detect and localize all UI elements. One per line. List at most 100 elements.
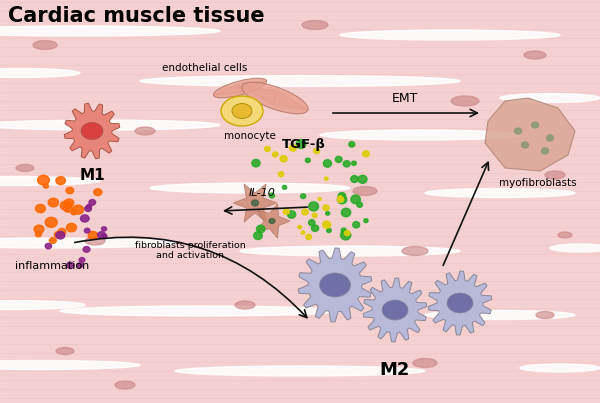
Ellipse shape — [38, 175, 49, 185]
Ellipse shape — [337, 197, 344, 202]
Ellipse shape — [214, 78, 266, 98]
Ellipse shape — [280, 156, 287, 162]
Ellipse shape — [240, 246, 460, 256]
Ellipse shape — [353, 187, 377, 195]
Ellipse shape — [338, 193, 346, 199]
Ellipse shape — [289, 145, 296, 151]
Ellipse shape — [83, 247, 90, 252]
Ellipse shape — [269, 193, 275, 198]
Ellipse shape — [101, 234, 107, 239]
Text: M2: M2 — [380, 361, 410, 379]
Ellipse shape — [66, 187, 74, 194]
Ellipse shape — [323, 160, 332, 167]
Ellipse shape — [56, 177, 65, 185]
Ellipse shape — [272, 152, 278, 157]
Ellipse shape — [358, 175, 367, 183]
Ellipse shape — [325, 177, 328, 180]
Ellipse shape — [344, 231, 350, 236]
Ellipse shape — [265, 146, 270, 152]
Ellipse shape — [85, 237, 105, 245]
Ellipse shape — [269, 218, 275, 224]
Ellipse shape — [326, 229, 331, 233]
Ellipse shape — [536, 312, 554, 318]
Ellipse shape — [532, 122, 539, 128]
FancyArrowPatch shape — [75, 237, 307, 318]
Ellipse shape — [235, 301, 255, 309]
Ellipse shape — [308, 220, 315, 226]
Ellipse shape — [323, 205, 329, 210]
Ellipse shape — [45, 243, 52, 249]
Ellipse shape — [353, 222, 359, 228]
Ellipse shape — [340, 30, 560, 40]
Ellipse shape — [558, 232, 572, 238]
Ellipse shape — [278, 172, 284, 177]
Ellipse shape — [320, 130, 520, 140]
Ellipse shape — [254, 232, 262, 239]
Ellipse shape — [547, 135, 554, 141]
Ellipse shape — [311, 225, 319, 231]
Polygon shape — [485, 98, 575, 171]
Text: monocyte: monocyte — [224, 131, 276, 141]
Ellipse shape — [0, 26, 220, 36]
Ellipse shape — [34, 225, 44, 233]
Polygon shape — [272, 91, 308, 110]
Text: TGF-β: TGF-β — [282, 138, 326, 151]
Ellipse shape — [16, 164, 34, 172]
Ellipse shape — [98, 232, 106, 238]
Ellipse shape — [0, 69, 80, 77]
Polygon shape — [64, 103, 120, 159]
Text: myofibroblasts: myofibroblasts — [499, 178, 577, 188]
Ellipse shape — [306, 235, 311, 239]
Ellipse shape — [242, 82, 308, 114]
Ellipse shape — [79, 258, 85, 262]
Ellipse shape — [86, 204, 92, 209]
Ellipse shape — [150, 183, 350, 193]
Ellipse shape — [221, 96, 263, 126]
Polygon shape — [298, 248, 372, 322]
Polygon shape — [233, 184, 277, 222]
Ellipse shape — [301, 231, 305, 234]
Ellipse shape — [352, 161, 356, 165]
Ellipse shape — [43, 184, 49, 188]
Ellipse shape — [545, 171, 565, 179]
Ellipse shape — [382, 300, 408, 320]
Ellipse shape — [56, 231, 65, 239]
Ellipse shape — [89, 199, 95, 205]
Ellipse shape — [64, 205, 73, 212]
Ellipse shape — [515, 128, 521, 134]
Ellipse shape — [71, 211, 76, 215]
Ellipse shape — [58, 229, 66, 235]
Ellipse shape — [0, 301, 85, 310]
Ellipse shape — [115, 381, 135, 389]
Text: M1: M1 — [79, 168, 105, 183]
Ellipse shape — [0, 238, 175, 248]
Ellipse shape — [451, 96, 479, 106]
Ellipse shape — [308, 202, 319, 211]
Ellipse shape — [252, 160, 260, 167]
Ellipse shape — [296, 139, 306, 148]
Ellipse shape — [81, 123, 103, 139]
Ellipse shape — [232, 104, 252, 118]
Text: Cardiac muscle tissue: Cardiac muscle tissue — [8, 6, 265, 26]
Ellipse shape — [80, 215, 89, 222]
Ellipse shape — [337, 195, 347, 204]
Ellipse shape — [140, 75, 460, 87]
Ellipse shape — [135, 127, 155, 135]
Ellipse shape — [364, 219, 368, 222]
Ellipse shape — [338, 196, 343, 200]
Ellipse shape — [0, 361, 140, 370]
Text: endothelial cells: endothelial cells — [163, 63, 248, 73]
Ellipse shape — [350, 176, 358, 183]
Ellipse shape — [94, 189, 102, 195]
Ellipse shape — [283, 209, 289, 214]
Ellipse shape — [520, 364, 600, 372]
Text: fibroblasts proliferation
and activation: fibroblasts proliferation and activation — [134, 241, 245, 260]
Ellipse shape — [257, 225, 265, 233]
Ellipse shape — [305, 158, 310, 162]
Ellipse shape — [357, 202, 362, 207]
Ellipse shape — [302, 209, 308, 215]
Polygon shape — [239, 81, 266, 93]
Ellipse shape — [313, 213, 317, 218]
Text: EMT: EMT — [392, 92, 418, 105]
Ellipse shape — [341, 231, 351, 240]
